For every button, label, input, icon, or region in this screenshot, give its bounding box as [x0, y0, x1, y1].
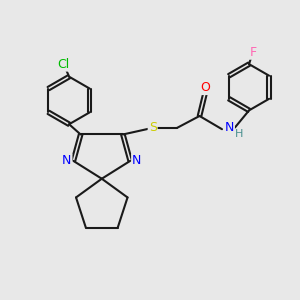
Text: O: O — [200, 81, 210, 94]
Text: N: N — [225, 122, 234, 134]
Text: Cl: Cl — [57, 58, 69, 70]
Text: H: H — [235, 130, 243, 140]
Text: F: F — [250, 46, 256, 59]
Text: N: N — [62, 154, 71, 167]
Text: S: S — [148, 122, 157, 134]
Text: N: N — [132, 154, 142, 167]
